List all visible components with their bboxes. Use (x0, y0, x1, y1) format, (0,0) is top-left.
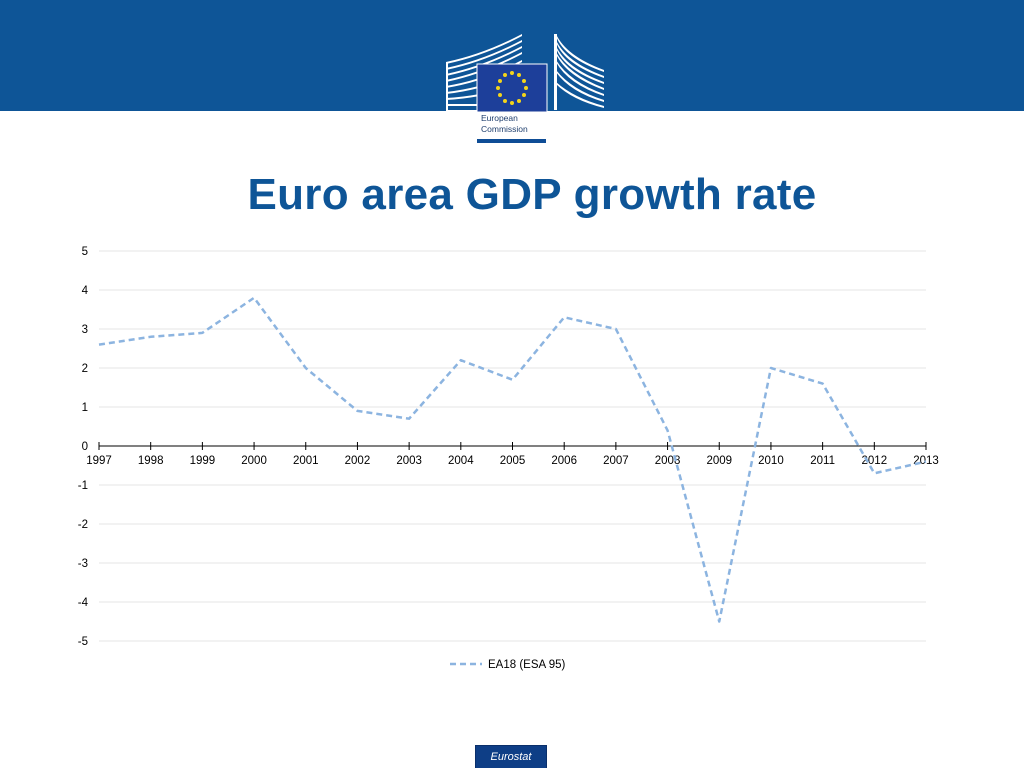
x-tick-label: 2003 (396, 455, 422, 467)
berlaymont-building-icon (446, 34, 604, 114)
y-tick-label: 2 (82, 363, 88, 375)
y-tick-label: -3 (78, 558, 88, 570)
logo-line-commission: Commission (481, 124, 528, 134)
legend-label: EA18 (ESA 95) (488, 659, 566, 671)
footer-badge: Eurostat (476, 746, 546, 768)
eu-stars-icon (496, 71, 528, 105)
x-tick-label: 2000 (241, 455, 267, 467)
x-tick-label: 2005 (500, 455, 526, 467)
x-tick-label: 2009 (706, 455, 732, 467)
y-tick-label: 5 (82, 246, 88, 258)
slide-title: Euro area GDP growth rate (247, 170, 817, 219)
y-tick-label: -5 (78, 636, 88, 648)
x-tick-label: 2002 (345, 455, 371, 467)
x-tick-label: 2012 (862, 455, 888, 467)
series-line (98, 296, 927, 623)
y-tick-label: 1 (82, 402, 88, 414)
x-tick-label: 2001 (293, 455, 319, 467)
european-commission-logo (444, 32, 606, 144)
logo-line-european: European (481, 113, 518, 123)
footer-label: Eurostat (490, 751, 532, 763)
x-tick-label: 2004 (448, 455, 474, 467)
y-tick-label: -1 (78, 480, 88, 492)
logo-underline (477, 139, 546, 143)
x-tick-label: 1998 (138, 455, 164, 467)
y-tick-label: 4 (82, 285, 89, 297)
y-tick-label: 0 (82, 441, 88, 453)
x-tick-label: 2011 (810, 455, 835, 467)
x-tick-label: 2007 (603, 455, 629, 467)
x-tick-label: 1999 (190, 455, 216, 467)
y-tick-label: 3 (82, 324, 88, 336)
y-tick-label: -4 (78, 597, 89, 609)
logo-text: European Commission (481, 113, 528, 135)
y-tick-label: -2 (78, 519, 88, 531)
x-tick-label: 2010 (758, 455, 784, 467)
x-tick-label: 2013 (913, 455, 939, 467)
x-tick-label: 2006 (551, 455, 577, 467)
x-tick-label: 1997 (86, 455, 112, 467)
